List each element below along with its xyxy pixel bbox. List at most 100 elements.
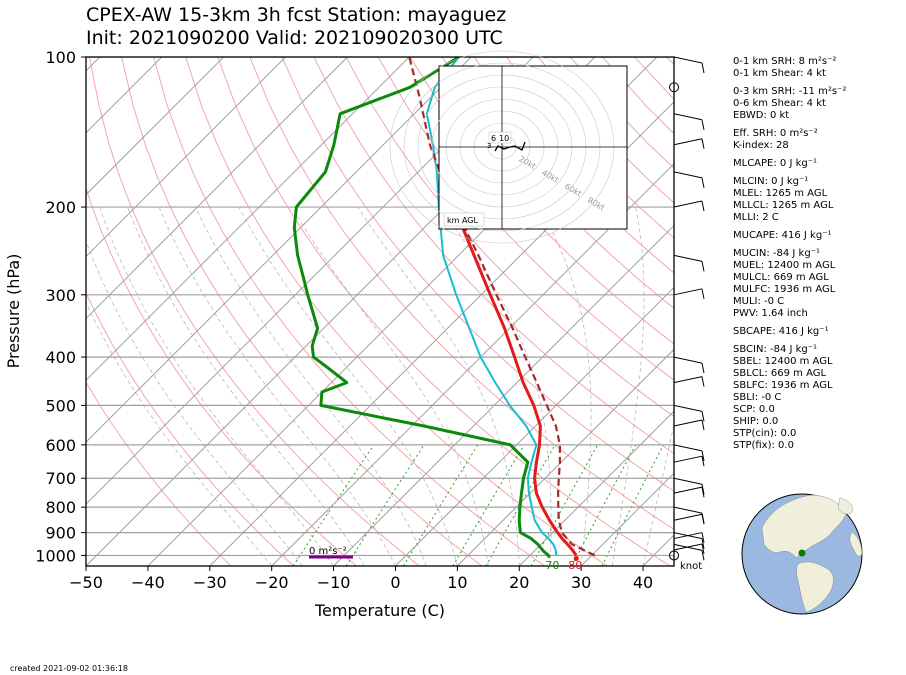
- stat-line: SBLFC: 1936 m AGL: [733, 380, 833, 391]
- moist-adiabat-line: [195, 206, 427, 566]
- wind-barb-flag: [701, 456, 705, 467]
- wind-barb: [673, 200, 703, 208]
- wind-barb-flag: [701, 200, 705, 212]
- stat-line: STP(fix): 0.0: [733, 440, 794, 451]
- moist-adiabat-line: [99, 206, 334, 566]
- isotherm-line: [395, 286, 674, 566]
- wind-barb-flag: [701, 138, 705, 149]
- north-america-landmass: [761, 494, 847, 559]
- moist-adiabat-line: [538, 206, 592, 566]
- chart-title-line1: CPEX-AW 15-3km 3h fcst Station: mayaguez: [86, 4, 507, 26]
- wind-barb-flag: [701, 261, 705, 272]
- y-tick-label: 1000: [35, 546, 76, 565]
- stat-line: 0-3 km SRH: -11 m²s⁻²: [733, 86, 847, 97]
- stat-line: MLCAPE: 0 J kg⁻¹: [733, 158, 818, 169]
- stat-line: STP(cin): 0.0: [733, 428, 797, 439]
- stat-line: SBCIN: -84 J kg⁻¹: [733, 344, 818, 355]
- wind-barb-flag: [701, 543, 705, 555]
- x-tick-label: −50: [69, 573, 103, 592]
- stat-line: Eff. SRH: 0 m²s⁻²: [733, 128, 818, 139]
- wind-barb-flag: [701, 62, 705, 74]
- wind-barb-flag: [701, 484, 705, 495]
- wind-barb: [673, 419, 703, 427]
- x-tick-label: −30: [193, 573, 227, 592]
- wind-barb-calm: [669, 550, 679, 561]
- wind-barb: [673, 254, 703, 262]
- isotherm-line: [86, 57, 224, 196]
- x-tick-label: 20: [509, 573, 529, 592]
- wind-barb-flag: [701, 550, 705, 561]
- stat-line: EBWD: 0 kt: [733, 110, 790, 121]
- wind-barb-flag: [701, 362, 705, 374]
- dry-adiabat-line: [249, 57, 674, 530]
- x-tick-label: 40: [633, 573, 653, 592]
- stat-line: SCP: 0.0: [733, 404, 775, 415]
- x-tick-label: −10: [317, 573, 351, 592]
- wind-barb: [673, 444, 703, 452]
- stat-line: MUCAPE: 416 J kg⁻¹: [733, 230, 832, 241]
- mixing-ratio-line: [403, 444, 479, 566]
- hodograph-trace: [494, 141, 526, 152]
- x-tick-label: 30: [571, 573, 591, 592]
- isotherm-line: [333, 224, 674, 566]
- wind-barb: [673, 404, 703, 412]
- x-tick-label: 0: [390, 573, 400, 592]
- wind-barb: [673, 356, 703, 364]
- knot-label: knot: [680, 561, 702, 572]
- moist-adiabat-line: [158, 206, 396, 566]
- dry-adiabat-line: [89, 57, 420, 566]
- stat-line: MULFC: 1936 m AGL: [733, 284, 836, 295]
- dry-adiabat-line: [441, 57, 674, 309]
- dry-adiabat-line: [153, 57, 545, 566]
- stat-line: SBLI: -0 C: [733, 392, 782, 403]
- moist-adiabat-line: [86, 240, 303, 566]
- stat-line: MLLI: 2 C: [733, 212, 779, 223]
- moist-adiabat-line: [238, 206, 458, 566]
- stat-line: MULCL: 669 m AGL: [733, 272, 829, 283]
- south-america-landmass: [796, 561, 834, 613]
- y-tick-label: 500: [45, 396, 76, 415]
- x-tick-label: 10: [447, 573, 467, 592]
- stat-line: MLCIN: 0 J kg⁻¹: [733, 176, 809, 187]
- isotherm-line: [86, 57, 163, 134]
- stat-line: MUCIN: -84 J kg⁻¹: [733, 248, 820, 259]
- dry-adiabat-line: [86, 186, 357, 566]
- wind-barb: [673, 506, 703, 514]
- wind-barb: [673, 455, 703, 463]
- wind-barb: [673, 376, 703, 384]
- wind-barb: [673, 288, 703, 296]
- isotherm-line: [86, 57, 472, 443]
- wind-barb-flag: [701, 288, 705, 299]
- mixing-ratio-line: [452, 444, 525, 566]
- isotherm-line: [271, 162, 674, 566]
- chart-title-line2: Init: 2021090200 Valid: 202109020300 UTC: [86, 27, 503, 49]
- wind-barb: [673, 113, 703, 121]
- moist-adiabat-line: [357, 206, 520, 566]
- wind-barb: [673, 543, 703, 551]
- wind-barb-flag: [701, 376, 705, 387]
- sounding-stats-panel: 0-1 km SRH: 8 m²s⁻² 0-1 km Shear: 4 kt 0-3…: [733, 56, 846, 452]
- stat-line: MLEL: 1265 m AGL: [733, 188, 828, 199]
- stat-line: 0-1 km SRH: 8 m²s⁻²: [733, 56, 837, 67]
- stat-line: 0-6 km Shear: 4 kt: [733, 98, 826, 109]
- wind-barb-flag: [701, 487, 705, 498]
- isotherm-line: [86, 57, 348, 320]
- hodo-height-label-6: 6: [491, 134, 496, 143]
- wind-barb: [673, 486, 703, 494]
- dry-adiabat-line: [377, 57, 674, 381]
- dry-adiabat-line: [281, 57, 674, 492]
- stat-line: K-index: 28: [733, 140, 789, 151]
- dry-adiabat-line: [473, 57, 674, 274]
- y-tick-label: 100: [45, 48, 76, 67]
- moist-adiabat-line: [642, 423, 674, 566]
- wind-barb-flag: [701, 532, 705, 543]
- srh-label: 0 m²s⁻²: [309, 546, 347, 557]
- dry-adiabat-line: [345, 57, 674, 418]
- mixing-ratio-line: [345, 444, 425, 566]
- y-tick-label: 700: [45, 469, 76, 488]
- wind-barb-flag: [701, 119, 705, 130]
- wind-barb: [673, 171, 703, 179]
- dry-adiabat-line: [409, 57, 674, 345]
- x-tick-label: −40: [131, 573, 165, 592]
